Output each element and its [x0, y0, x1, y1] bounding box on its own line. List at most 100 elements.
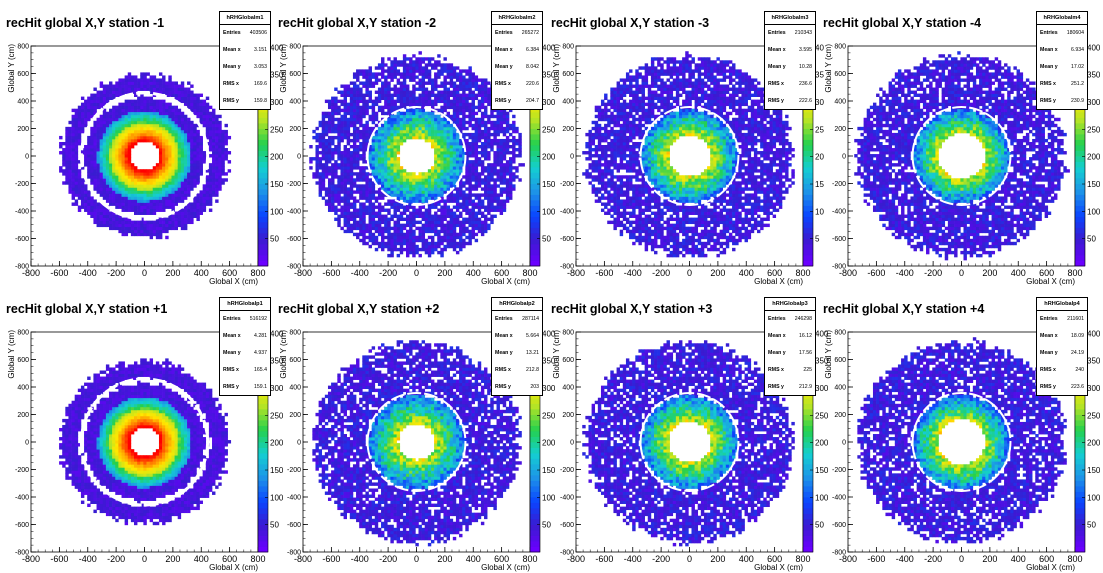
- heatmap-cell: [124, 190, 129, 194]
- heatmap-cell: [381, 129, 385, 134]
- colorbar-segment: [258, 205, 268, 212]
- colorbar-segment: [258, 167, 268, 173]
- heatmap-cell: [152, 108, 157, 113]
- heatmap-cell: [315, 132, 319, 137]
- heatmap-cell: [509, 126, 513, 131]
- heatmap-cell: [155, 187, 160, 191]
- heatmap-cell: [105, 196, 110, 200]
- heatmap-cell: [393, 157, 397, 161]
- heatmap-cell: [493, 160, 497, 164]
- heatmap-cell: [346, 205, 351, 209]
- heatmap-cell: [406, 181, 410, 185]
- heatmap-cell: [462, 93, 466, 97]
- heatmap-cell: [171, 111, 175, 116]
- heatmap-cell: [324, 163, 329, 167]
- heatmap-cell: [196, 157, 200, 161]
- heatmap-cell: [109, 220, 113, 225]
- heatmap-cell: [518, 178, 522, 182]
- heatmap-cell: [371, 75, 376, 79]
- colorbar-segment: [258, 150, 268, 157]
- heatmap-cell: [324, 151, 329, 155]
- heatmap-cell: [396, 226, 401, 231]
- heatmap-cell: [387, 247, 391, 252]
- heatmap-cell: [124, 90, 129, 94]
- heatmap-cell: [224, 157, 228, 161]
- heatmap-cell: [331, 208, 335, 212]
- heatmap-cell: [352, 178, 357, 182]
- heatmap-cell: [74, 157, 79, 161]
- heatmap-cell: [340, 184, 344, 188]
- heatmap-cell: [158, 108, 163, 113]
- heatmap-cell: [409, 214, 413, 218]
- heatmap-cell: [346, 138, 351, 143]
- heatmap-cell: [387, 72, 391, 76]
- heatmap-cell: [349, 87, 354, 91]
- heatmap-cell: [349, 160, 354, 164]
- heatmap-cell: [105, 84, 110, 88]
- heatmap-cell: [430, 138, 435, 143]
- heatmap-cell: [196, 196, 200, 200]
- heatmap-cell: [352, 190, 357, 194]
- heatmap-cell: [327, 123, 332, 128]
- heatmap-cell: [393, 169, 397, 173]
- heatmap-cell: [424, 187, 429, 191]
- heatmap-cell: [124, 111, 129, 116]
- heatmap-cell: [205, 135, 210, 140]
- heatmap-cell: [140, 229, 144, 234]
- heatmap-cell: [459, 190, 463, 194]
- heatmap-cell: [406, 253, 410, 258]
- heatmap-cell: [499, 169, 504, 173]
- heatmap-cell: [443, 184, 447, 188]
- heatmap-cell: [418, 172, 422, 176]
- heatmap-cell: [180, 178, 185, 182]
- heatmap-cell: [102, 190, 107, 194]
- heatmap-cell: [499, 181, 504, 185]
- heatmap-cell: [359, 226, 363, 231]
- heatmap-cell: [71, 123, 75, 128]
- heatmap-cell: [474, 226, 479, 231]
- heatmap-cell: [149, 105, 154, 110]
- heatmap-cell: [327, 154, 332, 158]
- heatmap-cell: [490, 166, 494, 170]
- heatmap-cell: [452, 226, 457, 231]
- heatmap-cell: [62, 154, 66, 158]
- heatmap-cell: [387, 193, 391, 197]
- heatmap-cell: [130, 178, 135, 182]
- heatmap-cell: [143, 117, 147, 122]
- heatmap-cell: [409, 241, 413, 246]
- heatmap-cell: [130, 172, 135, 176]
- colorbar-tick-label: 100: [270, 207, 284, 216]
- heatmap-cell: [143, 138, 147, 143]
- heatmap-cell: [59, 135, 63, 140]
- heatmap-cell: [343, 214, 347, 218]
- heatmap-cell: [368, 178, 372, 182]
- heatmap-cell: [165, 87, 169, 91]
- heatmap-cell: [318, 172, 323, 176]
- heatmap-cell: [71, 135, 75, 140]
- heatmap-cell: [90, 199, 94, 203]
- heatmap-cell: [165, 135, 169, 140]
- heatmap-cell: [171, 157, 175, 161]
- heatmap-cell: [468, 193, 472, 197]
- heatmap-cell: [137, 187, 141, 191]
- heatmap-cell: [340, 108, 344, 113]
- heatmap-cell: [143, 220, 147, 225]
- heatmap-cell: [149, 184, 154, 188]
- heatmap-cell: [409, 57, 413, 61]
- heatmap-cell: [174, 181, 178, 185]
- heatmap-cell: [455, 90, 460, 94]
- heatmap-cell: [77, 138, 82, 143]
- heatmap-cell: [162, 138, 166, 143]
- heatmap-cell: [93, 178, 97, 182]
- heatmap-cell: [430, 126, 435, 131]
- heatmap-cell: [409, 135, 413, 140]
- heatmap-cell: [424, 102, 429, 107]
- heatmap-cell: [368, 96, 372, 101]
- heatmap-cell: [446, 208, 450, 212]
- heatmap-cell: [437, 126, 441, 131]
- heatmap-cell: [359, 87, 363, 91]
- heatmap-cell: [218, 157, 222, 161]
- heatmap-cell: [381, 220, 385, 225]
- heatmap-cell: [115, 141, 119, 146]
- heatmap-cell: [362, 123, 366, 128]
